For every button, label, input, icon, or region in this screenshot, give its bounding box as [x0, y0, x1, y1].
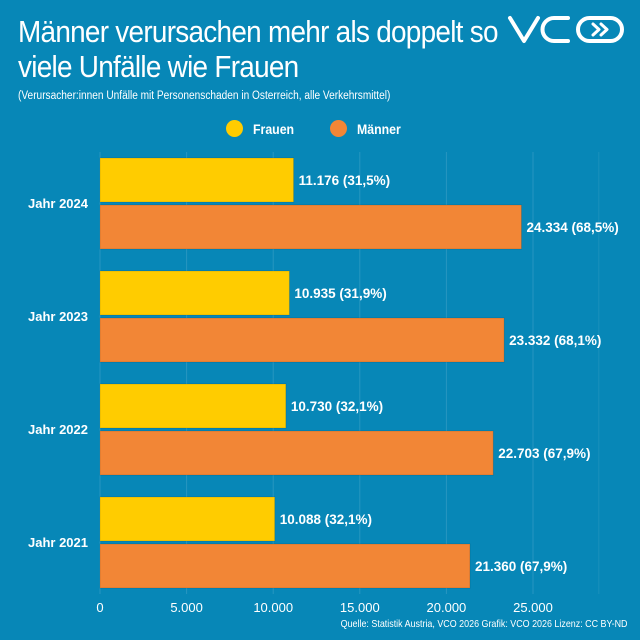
legend-item-frauen: Frauen	[226, 120, 300, 137]
bar-frauen	[99, 157, 295, 203]
category-label: Jahr 2023	[28, 309, 88, 324]
chart-subtitle: (Verursacher:innen Unfälle mit Personens…	[18, 90, 391, 102]
data-label: 24.334 (68,5%)	[526, 220, 618, 235]
legend-label: Frauen	[253, 120, 295, 137]
legend-label: Männer	[356, 120, 401, 137]
data-label: 10.935 (31,9%)	[294, 286, 386, 301]
data-label: 10.730 (32,1%)	[291, 399, 383, 414]
bar-männer	[99, 204, 522, 250]
legend-item-maenner: Männer	[329, 120, 407, 137]
data-label: 11.176 (31,5%)	[299, 173, 391, 188]
x-tick-label: 10.000	[253, 600, 293, 615]
bar-frauen	[99, 496, 276, 542]
source-note: Quelle: Statistik Austria, VCO 2026 Graf…	[341, 618, 628, 630]
x-tick-label: 15.000	[340, 600, 380, 615]
data-label: 21.360 (67,9%)	[475, 559, 567, 574]
legend: Frauen Männer	[226, 120, 436, 137]
category-label: Jahr 2024	[28, 196, 89, 211]
bar-männer	[99, 317, 505, 363]
x-tick-label: 0	[96, 600, 103, 615]
category-label: Jahr 2022	[28, 422, 88, 437]
bar-frauen	[99, 270, 290, 316]
data-label: 22.703 (67,9%)	[498, 446, 590, 461]
bar-männer	[99, 430, 494, 476]
data-label: 23.332 (68,1%)	[509, 333, 601, 348]
bar-frauen	[99, 383, 287, 429]
category-label: Jahr 2021	[28, 535, 88, 550]
data-label: 10.088 (32,1%)	[280, 512, 372, 527]
bar-männer	[99, 543, 471, 589]
legend-swatch	[329, 120, 347, 137]
x-tick-label: 5.000	[170, 600, 203, 615]
x-tick-label: 20.000	[427, 600, 467, 615]
legend-swatch	[226, 120, 243, 137]
chart-title: Männer verursachen mehr als doppelt so v…	[18, 14, 498, 84]
vco-logo	[506, 12, 626, 53]
x-tick-label: 25.000	[513, 600, 553, 615]
